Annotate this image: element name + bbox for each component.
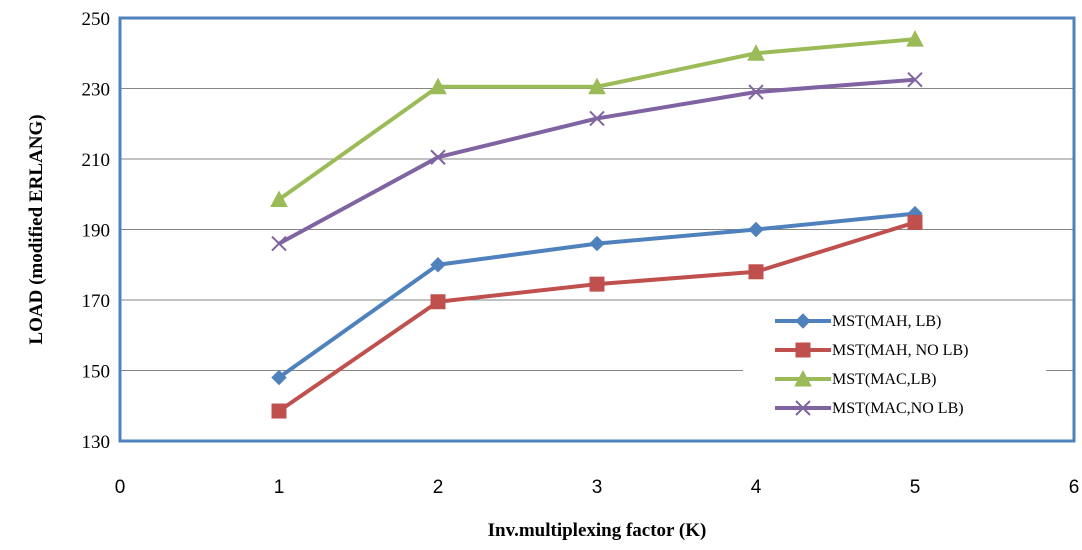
data-point-marker [271,369,287,386]
legend-item: MST(MAC,LB) [775,369,936,388]
data-point-marker [429,77,447,95]
y-tick-label: 210 [82,150,111,171]
y-tick-label: 150 [82,362,111,383]
legend-item: MST(MAC,NO LB) [775,400,964,417]
data-point-marker [906,30,924,47]
data-point-marker [271,403,287,419]
data-point-marker [588,77,606,95]
legend-label: MST(MAH, NO LB) [832,342,968,359]
data-point-marker [271,235,287,252]
data-point-marker [907,214,923,230]
legend-swatch-marker [795,313,811,329]
data-point-marker [589,235,605,252]
series-3 [270,30,924,208]
legend: MST(MAH, LB) MST(MAH, NO LB) MST(MAC,LB) MS… [743,305,1046,428]
data-point-marker [430,149,446,165]
y-tick-label: 250 [82,9,111,30]
data-point-marker [747,44,765,61]
y-tick-label: 230 [82,80,111,101]
x-tick-label: 6 [1069,477,1080,498]
data-point-marker [748,84,764,100]
y-tick-labels: 130 150 170 190 210 230 250 [82,9,111,453]
data-point-marker [748,264,764,280]
data-point-marker [589,276,605,292]
x-axis-title: Inv.multiplexing factor (K) [488,520,707,541]
plot-frame [118,16,1076,443]
data-point-marker [748,221,764,238]
data-point-marker [907,71,923,88]
y-tick-label: 190 [82,221,111,242]
legend-label: MST(MAH, LB) [832,313,941,330]
data-point-marker [430,257,446,273]
x-tick-labels: 0 1 2 3 4 5 6 [115,477,1080,498]
legend-item: MST(MAH, NO LB) [775,342,968,359]
x-tick-label: 1 [274,477,285,498]
x-tick-label: 4 [751,477,762,498]
x-tick-label: 3 [592,477,603,498]
legend-item: MST(MAH, LB) [775,313,941,330]
legend-swatch-marker [795,400,811,416]
x-tick-label: 5 [910,477,921,498]
series-group [270,30,924,419]
series-2 [271,214,923,419]
series-line [278,77,916,246]
legend-label: MST(MAC,LB) [832,371,936,388]
x-tick-label: 2 [433,477,444,498]
y-axis-title: LOAD (modified ERLANG) [26,114,47,344]
data-point-marker [270,190,288,208]
y-tick-label: 170 [82,291,111,312]
legend-swatch-marker [795,342,811,358]
x-tick-label: 0 [115,477,126,498]
series-4 [271,71,923,252]
legend-label: MST(MAC,NO LB) [832,400,964,417]
data-point-marker [589,110,605,127]
data-point-marker [430,294,446,310]
y-tick-label: 130 [82,432,111,453]
legend-swatch-marker [794,369,812,387]
series-1 [271,205,923,386]
